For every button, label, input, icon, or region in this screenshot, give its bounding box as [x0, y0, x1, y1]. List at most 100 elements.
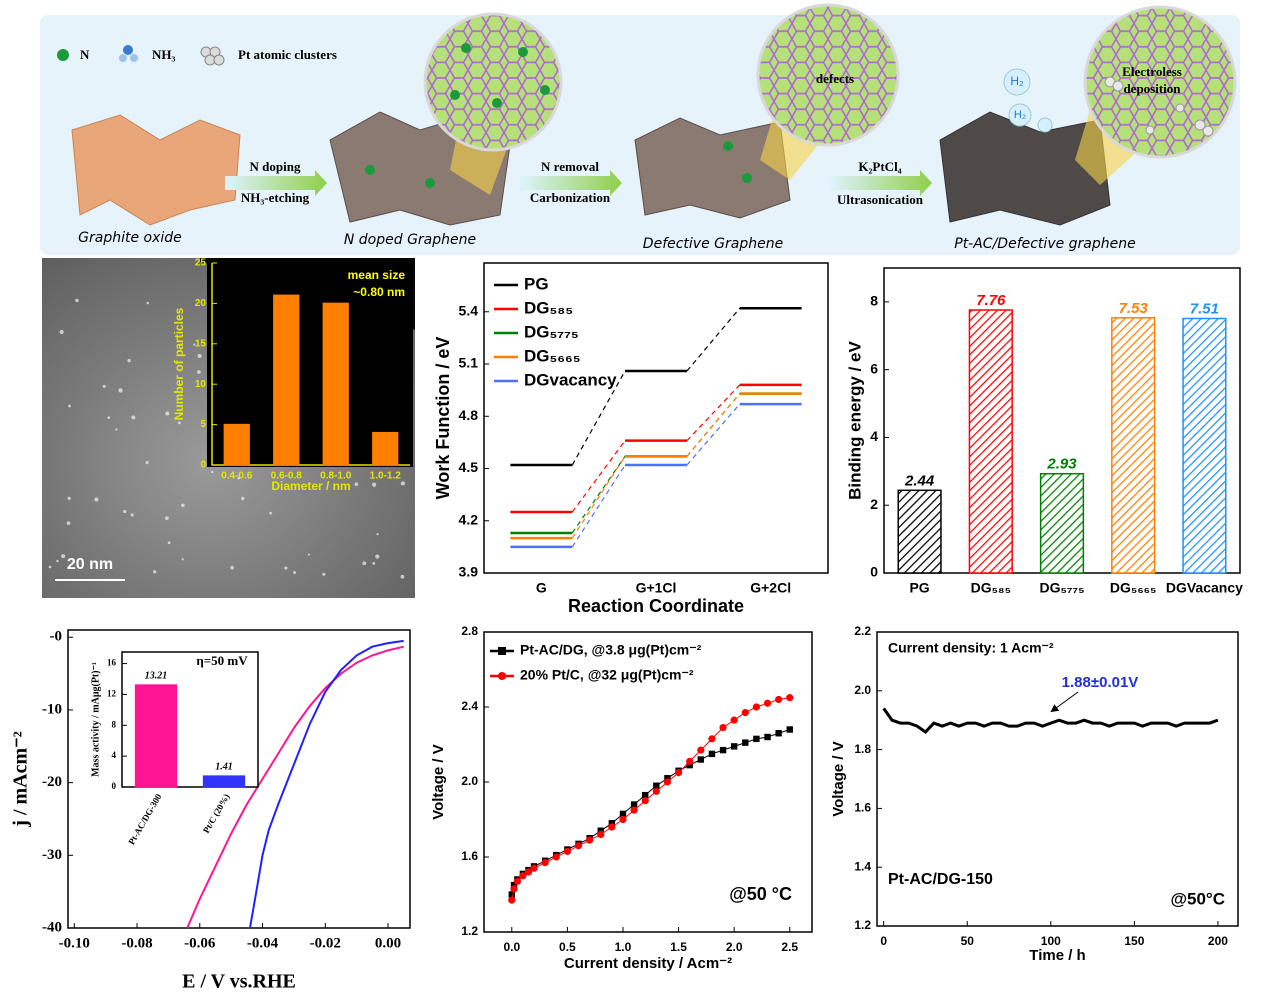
value-label: 13.21: [145, 670, 168, 681]
pt-clusters: [1104, 76, 1214, 137]
particle: [164, 516, 169, 521]
bar: [322, 302, 349, 466]
particle: [66, 521, 71, 525]
connector: [686, 307, 741, 372]
legend-label: 20% Pt/C, @32 μg(Pt)cm⁻²: [520, 667, 694, 683]
y-tick-label: 4: [112, 750, 117, 760]
particle: [230, 565, 234, 570]
marker: [775, 695, 783, 704]
bar: [968, 309, 1013, 574]
particle: [211, 470, 214, 474]
particle: [56, 559, 59, 563]
y-tick-label: 6: [870, 360, 878, 376]
chart-panel: -40 -30 -20 -10 -0 -0.10 -0.08 -0.06 -0.04 -0.02 0…: [10, 629, 411, 993]
x-axis-label: E / V vs.RHE: [182, 971, 296, 993]
particle: [269, 511, 273, 515]
marker: [708, 750, 716, 758]
bar: [202, 775, 246, 788]
marker: [686, 757, 694, 765]
particle: [177, 421, 181, 425]
x-tick-label: 150: [1124, 934, 1144, 948]
particle: [118, 388, 123, 393]
y-tick-label: 2.8: [461, 624, 478, 638]
y-tick-label: 20: [195, 298, 207, 309]
value-label: 7.51: [1190, 300, 1219, 317]
bubble: [1037, 117, 1053, 133]
marker: [697, 746, 705, 754]
value-label: 1.41: [215, 761, 233, 772]
x-tick-label: DG₅₈₅: [971, 580, 1011, 596]
x-tick-label: G+1Cl: [636, 580, 677, 596]
x-tick-label: 1.0: [615, 940, 632, 954]
y-tick-label: 0: [200, 460, 206, 471]
value-label: 2.44: [904, 472, 935, 489]
bubble: [1003, 68, 1031, 96]
marker: [730, 743, 738, 750]
particle: [102, 384, 106, 388]
plot-frame: [67, 629, 411, 929]
x-tick-label: 0.8-1.0: [320, 471, 352, 482]
bar: [223, 423, 250, 466]
graphite-oxide: [71, 114, 241, 226]
zoom-circle: [1083, 5, 1237, 159]
marker: [574, 842, 583, 850]
y-axis-label: Number of particles: [172, 307, 186, 420]
marker: [541, 859, 549, 867]
annotation: η=50 mV: [196, 653, 248, 668]
value-label: 2.93: [1046, 456, 1077, 473]
legend-nh3: NH₃: [152, 47, 176, 62]
y-tick-label: 15: [195, 338, 207, 349]
marker: [786, 726, 793, 733]
gas-label: H₂: [1014, 109, 1026, 121]
y-axis-label: Mass activity / mAμg(Pt)⁻¹: [90, 662, 101, 777]
chart-panel: 1.2 1.4 1.6 1.8 2.0 2.2 0 50 100 150 200 Voltage / …: [830, 624, 1239, 964]
y-axis-label: Voltage / V: [830, 741, 847, 817]
particle: [240, 496, 245, 501]
y-tick-label: 1.2: [461, 924, 478, 938]
chart-panel: 1.2 1.6 2.0 2.4 2.8 0.0 0.5 1.0 1.5 2.0 2.5 Voltage…: [430, 624, 813, 972]
x-tick-label: 2.5: [781, 940, 798, 954]
legend-label: DG₅₆₆₅: [524, 346, 581, 365]
marker: [519, 872, 527, 880]
particle: [123, 509, 127, 514]
legend-label: DG₅₈₅: [524, 298, 573, 317]
marker: [597, 830, 605, 839]
marker: [664, 775, 671, 782]
marker: [563, 847, 571, 855]
y-tick-label: 2: [870, 496, 878, 512]
particle: [127, 358, 131, 363]
y-tick-label: 5.1: [459, 355, 479, 371]
particle: [107, 416, 111, 419]
marker: [619, 810, 627, 818]
particle: [68, 404, 71, 408]
marker: [508, 896, 516, 904]
zoom-cone: [1075, 110, 1150, 185]
marker: [697, 756, 705, 763]
particle: [372, 482, 377, 487]
bar: [1039, 472, 1085, 574]
particle: [293, 571, 297, 574]
x-tick-label: 200: [1208, 934, 1228, 948]
y-tick-label: 3.9: [459, 564, 479, 580]
step-label: K₂PtCl₄: [858, 159, 901, 174]
value-label: 7.53: [1119, 300, 1149, 317]
connector: [686, 393, 741, 457]
x-tick-label: G: [536, 580, 547, 596]
x-tick-label: 1.0-1.2: [370, 471, 402, 482]
particle: [59, 329, 64, 335]
bar: [273, 294, 300, 466]
x-tick-label: DG₅₇₇₅: [1039, 580, 1084, 596]
particle: [165, 411, 170, 416]
marker: [719, 746, 727, 754]
marker: [730, 716, 738, 724]
stage-label: Pt-AC/Defective graphene: [954, 236, 1136, 252]
bar: [134, 684, 178, 788]
x-tick-label: DGVacancy: [1166, 580, 1243, 596]
marker: [586, 836, 594, 844]
stage-label: Defective Graphene: [643, 236, 783, 252]
legend-label: PG: [524, 274, 549, 293]
y-axis-label: Binding energy / eV: [845, 340, 864, 499]
x-tick-label: -0.06: [184, 935, 216, 951]
